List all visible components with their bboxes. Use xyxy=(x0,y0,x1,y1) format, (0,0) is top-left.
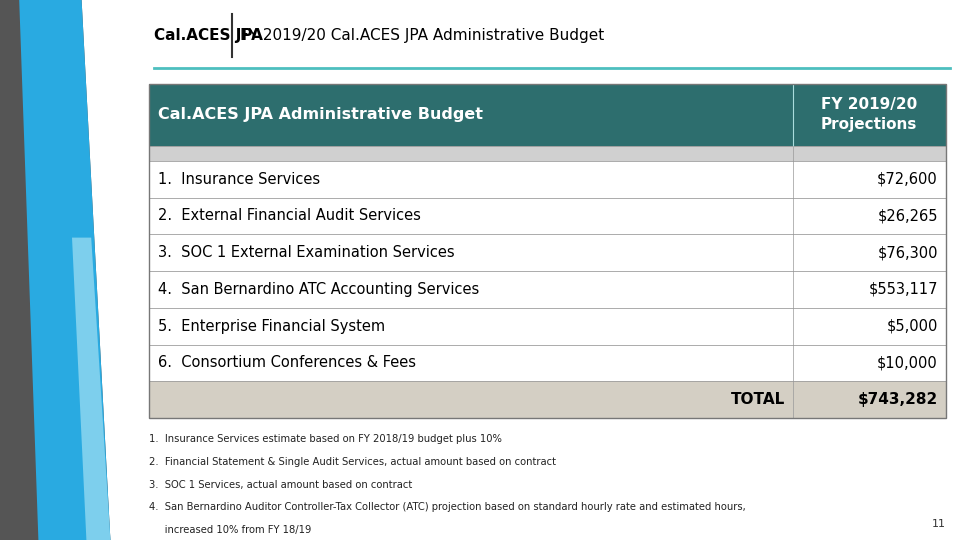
Bar xyxy=(149,308,946,345)
Text: $72,600: $72,600 xyxy=(877,172,938,187)
Text: $76,300: $76,300 xyxy=(877,245,938,260)
Text: 3.  SOC 1 External Examination Services: 3. SOC 1 External Examination Services xyxy=(158,245,455,260)
Bar xyxy=(149,234,946,271)
Text: $743,282: $743,282 xyxy=(857,392,938,407)
Text: FY 2019/20 Cal.ACES JPA Administrative Budget: FY 2019/20 Cal.ACES JPA Administrative B… xyxy=(240,28,604,43)
Bar xyxy=(149,198,946,234)
Bar xyxy=(149,345,946,381)
Text: FY 2019/20
Projections: FY 2019/20 Projections xyxy=(821,97,918,132)
Text: 3.  SOC 1 Services, actual amount based on contract: 3. SOC 1 Services, actual amount based o… xyxy=(149,480,412,490)
Bar xyxy=(149,381,946,418)
Text: 11: 11 xyxy=(931,519,946,529)
Polygon shape xyxy=(0,0,110,540)
Text: Cal.ACES JPA Administrative Budget: Cal.ACES JPA Administrative Budget xyxy=(158,107,484,122)
Polygon shape xyxy=(19,0,110,540)
Text: $5,000: $5,000 xyxy=(886,319,938,334)
Text: $26,265: $26,265 xyxy=(877,208,938,224)
Bar xyxy=(149,161,946,198)
Text: increased 10% from FY 18/19: increased 10% from FY 18/19 xyxy=(149,525,311,535)
Text: 5.  Enterprise Financial System: 5. Enterprise Financial System xyxy=(158,319,386,334)
Text: 4.  San Bernardino ATC Accounting Services: 4. San Bernardino ATC Accounting Service… xyxy=(158,282,480,297)
Bar xyxy=(149,271,946,308)
Text: TOTAL: TOTAL xyxy=(731,392,785,407)
Text: 1.  Insurance Services: 1. Insurance Services xyxy=(158,172,321,187)
Bar xyxy=(149,146,946,161)
Text: 2.  Financial Statement & Single Audit Services, actual amount based on contract: 2. Financial Statement & Single Audit Se… xyxy=(149,457,556,467)
Text: $553,117: $553,117 xyxy=(869,282,938,297)
Text: 2.  External Financial Audit Services: 2. External Financial Audit Services xyxy=(158,208,421,224)
Polygon shape xyxy=(72,238,110,540)
Text: $10,000: $10,000 xyxy=(877,355,938,370)
Text: 4.  San Bernardino Auditor Controller-Tax Collector (ATC) projection based on st: 4. San Bernardino Auditor Controller-Tax… xyxy=(149,502,746,512)
Text: 6.  Consortium Conferences & Fees: 6. Consortium Conferences & Fees xyxy=(158,355,417,370)
Text: Cal.ACES JPA: Cal.ACES JPA xyxy=(154,28,262,43)
Text: 1.  Insurance Services estimate based on FY 2018/19 budget plus 10%: 1. Insurance Services estimate based on … xyxy=(149,434,502,444)
